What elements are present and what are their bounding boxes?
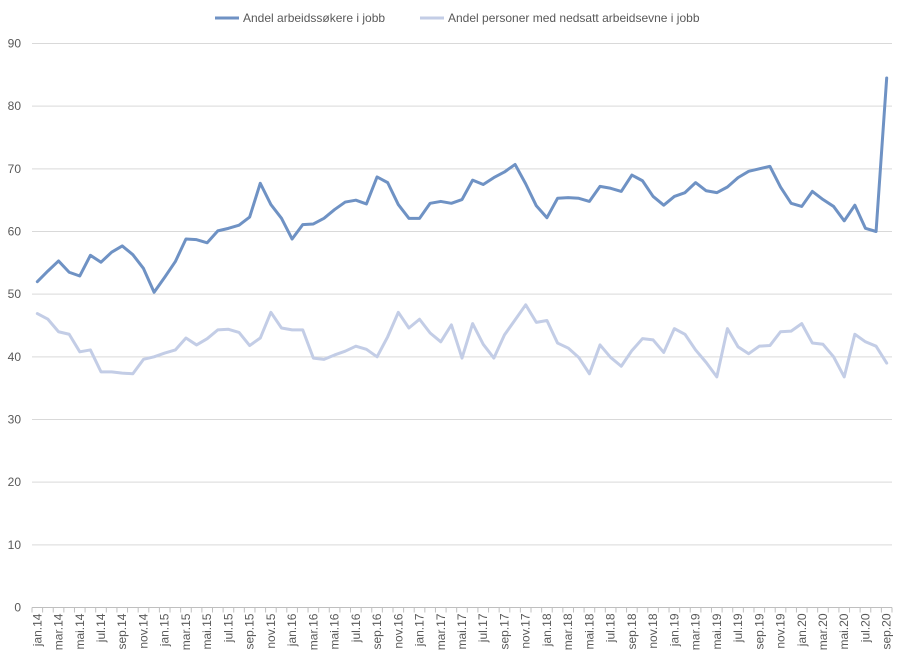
x-tick-label: jul.16 <box>349 613 363 643</box>
y-tick-label: 20 <box>8 475 22 489</box>
x-tick-label: nov.16 <box>391 613 405 648</box>
x-tick-label: jan.17 <box>413 613 427 647</box>
y-tick-label: 40 <box>8 350 22 364</box>
x-tick-label: mar.15 <box>179 613 193 650</box>
x-tick-label: jan.18 <box>540 613 554 647</box>
x-tick-label: jul.20 <box>858 613 872 643</box>
x-tick-label: nov.14 <box>136 613 150 648</box>
x-tick-label: mar.20 <box>816 613 830 650</box>
y-axis: 0 10 20 30 40 50 60 70 80 90 <box>8 37 22 615</box>
y-tick-label: 0 <box>14 601 21 615</box>
x-tick-label: nov.17 <box>519 613 533 648</box>
x-tick-label: jan.14 <box>30 613 44 647</box>
x-tick-label: jan.20 <box>795 613 809 647</box>
series-line-0 <box>35 76 889 294</box>
x-tick-label: sep.16 <box>370 613 384 649</box>
x-tick-label: sep.15 <box>243 613 257 649</box>
x-tick-label: nov.15 <box>264 613 278 648</box>
x-tick-label: mai.16 <box>328 613 342 649</box>
x-tick-label: jul.17 <box>476 613 490 643</box>
x-tick-label: jan.19 <box>667 613 681 647</box>
x-tick-label: jul.14 <box>94 613 108 643</box>
x-tick-label: jan.15 <box>158 613 172 647</box>
gridlines <box>32 43 892 546</box>
x-tick-label: jul.19 <box>731 613 745 643</box>
legend-label-arbeidssokere: Andel arbeidssøkere i jobb <box>243 11 385 25</box>
x-tick-label: mai.15 <box>200 613 214 649</box>
x-tick-label: mar.19 <box>689 613 703 650</box>
x-tick-label: mar.16 <box>306 613 320 650</box>
x-tick-label: jul.15 <box>221 613 235 643</box>
x-axis: jan.14 mar.14 mai.14 jul.14 sep.14 nov.14 jan.… <box>30 607 894 650</box>
x-tick-label: jul.18 <box>604 613 618 643</box>
x-tick-label: nov.19 <box>774 613 788 648</box>
x-tick-label: mai.19 <box>710 613 724 649</box>
y-tick-label: 60 <box>8 225 22 239</box>
x-tick-label: mar.14 <box>52 613 66 650</box>
x-tick-label: mar.18 <box>561 613 575 650</box>
y-tick-label: 30 <box>8 413 22 427</box>
y-tick-label: 50 <box>8 287 22 301</box>
x-tick-label: mai.14 <box>73 613 87 649</box>
y-tick-label: 80 <box>8 99 22 113</box>
x-tick-label: sep.17 <box>497 613 511 649</box>
x-tick-label: jan.16 <box>285 613 299 647</box>
legend-label-nedsatt-arbeidsevne: Andel personer med nedsatt arbeidsevne i… <box>448 11 700 25</box>
x-tick-label: mai.17 <box>455 613 469 649</box>
x-tick-label: nov.18 <box>646 613 660 648</box>
x-tick-label: sep.18 <box>625 613 639 649</box>
legend: Andel arbeidssøkere i jobb Andel persone… <box>215 11 700 25</box>
x-tick-label: mai.20 <box>837 613 851 649</box>
series-layer <box>35 76 889 379</box>
y-tick-label: 70 <box>8 162 22 176</box>
y-tick-label: 10 <box>8 538 22 552</box>
x-tick-label: sep.19 <box>752 613 766 649</box>
x-tick-label: sep.14 <box>115 613 129 649</box>
x-tick-label: mai.18 <box>582 613 596 649</box>
x-tick-label: sep.20 <box>880 613 894 649</box>
x-tick-label: mar.17 <box>434 613 448 650</box>
y-tick-label: 90 <box>8 37 22 51</box>
series-line-1 <box>35 303 889 379</box>
